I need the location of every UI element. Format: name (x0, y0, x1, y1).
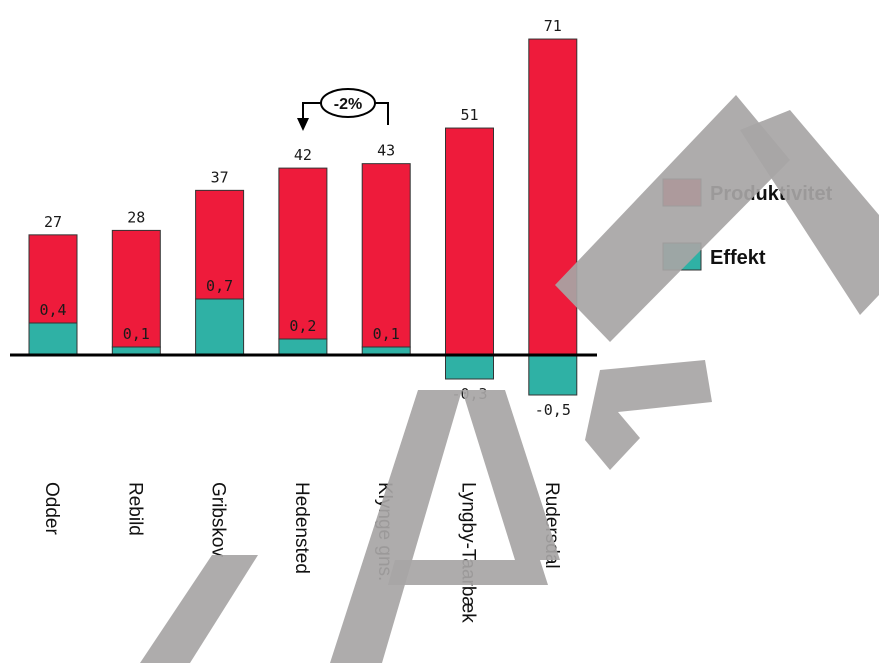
bar-produktivitet-lyngby-taarbæk (445, 127, 494, 356)
bar-produktivitet-hedensted (278, 167, 328, 340)
category-label-gribskov: Gribskov (208, 482, 229, 557)
total-label-lyngby-taarbæk: 51 (460, 106, 478, 124)
effect-label-klynge-gns: 0,1 (373, 325, 400, 343)
callout-text: -2% (334, 96, 362, 113)
watermark-shape-a-left (330, 390, 462, 663)
effect-label-odder: 0,4 (39, 301, 66, 319)
effect-label-hedensted: 0,2 (289, 317, 316, 335)
effect-label-gribskov: 0,7 (206, 277, 233, 295)
bar-effekt-rudersdal (528, 354, 578, 396)
category-label-odder: Odder (41, 482, 62, 535)
total-label-gribskov: 37 (211, 168, 229, 186)
callout-ellipse (320, 88, 376, 118)
total-label-rebild: 28 (127, 208, 145, 226)
bar-produktivitet-rudersdal (528, 38, 578, 356)
bar-effekt-lyngby-taarbæk (445, 354, 494, 380)
callout-arrow-line (302, 102, 389, 125)
total-label-klynge-gns: 43 (377, 142, 395, 160)
bar-produktivitet-rebild (111, 229, 161, 348)
watermark-shape-t-stroke (555, 95, 790, 342)
watermark (140, 95, 879, 663)
category-label-hedensted: Hedensted (291, 482, 312, 574)
bar-effekt-hedensted (278, 338, 328, 356)
watermark-shape-k1 (140, 555, 258, 663)
bar-produktivitet-odder (28, 234, 78, 324)
watermark-shape-s (585, 360, 712, 470)
effect-label-rebild: 0,1 (123, 325, 150, 343)
watermark-shape-a-bar (388, 560, 548, 585)
total-label-odder: 27 (44, 213, 62, 231)
category-labels: OdderRebildGribskovHedenstedKlynge gns.L… (41, 482, 562, 623)
category-label-lyngby-taarbæk: Lyngby-Taarbæk (458, 482, 479, 623)
total-label-hedensted: 42 (294, 146, 312, 164)
category-label-rebild: Rebild (124, 482, 145, 536)
watermark-shape-t-bar (740, 110, 879, 315)
bar-produktivitet-klynge-gns (361, 163, 411, 348)
legend-label-effekt: Effekt (710, 247, 766, 269)
total-label-rudersdal: 71 (544, 17, 562, 35)
bars-group (28, 38, 578, 396)
effect-label-rudersdal: -0,5 (535, 401, 571, 419)
callout-arrowhead (297, 118, 309, 131)
watermark-shape-a-right (462, 390, 560, 560)
annotation-callout: -2% (297, 88, 389, 131)
bar-effekt-odder (28, 322, 78, 356)
bar-effekt-gribskov (195, 298, 245, 356)
bar-produktivitet-gribskov (195, 189, 245, 300)
